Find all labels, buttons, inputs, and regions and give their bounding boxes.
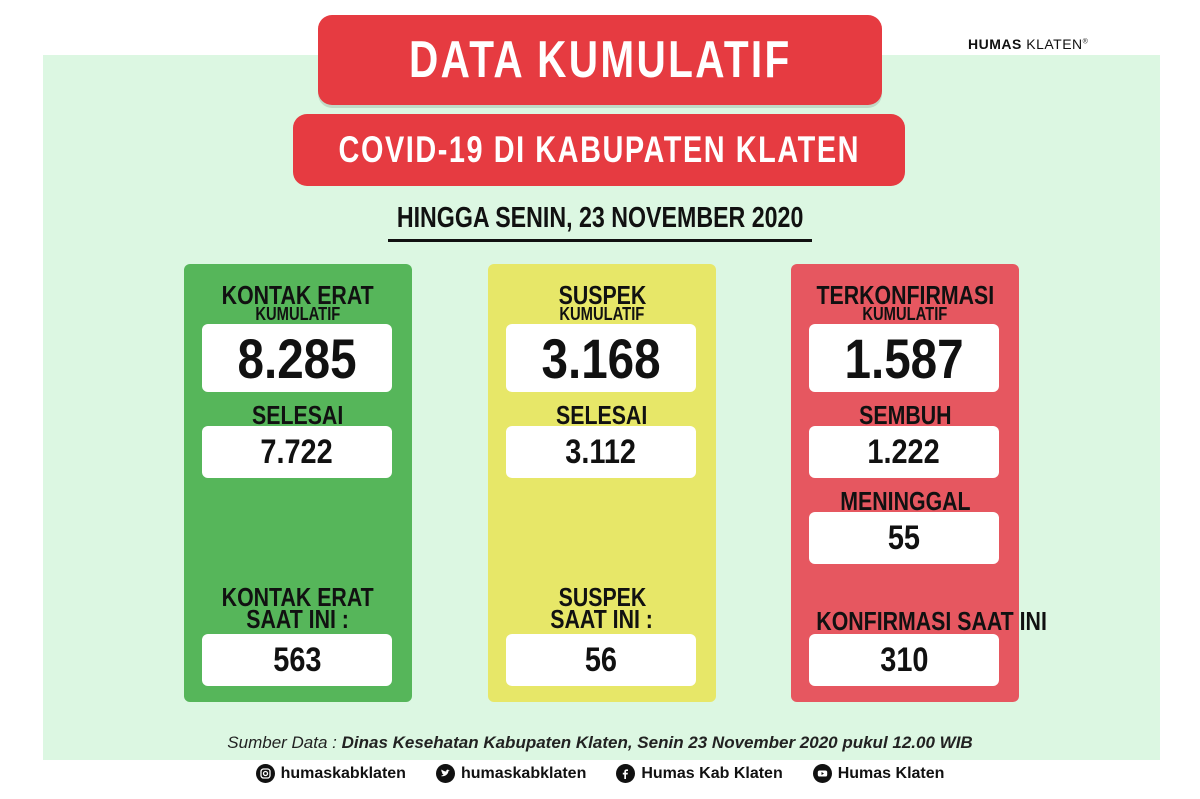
card-suspek: SUSPEK KUMULATIF 3.168 SELESAI 3.112 SUS… xyxy=(488,264,716,702)
current-label: SUSPEK xyxy=(558,582,646,612)
youtube-icon xyxy=(812,764,832,783)
page-title: DATA KUMULATIF xyxy=(408,31,792,89)
card-label: TERKONFIRMASI xyxy=(816,280,994,310)
instagram-icon xyxy=(255,764,275,783)
card-terkonfirmasi: TERKONFIRMASI KUMULATIF 1.587 SEMBUH 1.2… xyxy=(791,264,1047,702)
died-value: 55 xyxy=(809,512,999,564)
date-heading: HINGGA SENIN, 23 NOVEMBER 2020 xyxy=(388,198,812,242)
brand-logo: HUMAS KLATEN® xyxy=(968,36,1089,52)
social-links: humaskabklaten humaskabklaten Humas Kab … xyxy=(0,764,1200,783)
done-label: SELESAI xyxy=(252,400,344,430)
current-value: 310 xyxy=(809,634,999,686)
social-youtube[interactable]: Humas Klaten xyxy=(812,764,944,783)
twitter-icon xyxy=(435,764,455,783)
card-sublabel: KUMULATIF xyxy=(255,304,341,324)
done-value: 3.112 xyxy=(506,426,696,478)
current-label: KONFIRMASI SAAT INI xyxy=(816,606,1047,636)
title-banner: DATA KUMULATIF xyxy=(318,15,882,105)
done-value: 7.722 xyxy=(202,426,392,478)
current-value: 56 xyxy=(506,634,696,686)
current-label: KONTAK ERAT xyxy=(221,582,374,612)
current-label-2: SAAT INI : xyxy=(246,604,350,634)
page-subtitle: COVID-19 DI KABUPATEN KLATEN xyxy=(338,129,860,170)
total-value: 8.285 xyxy=(202,324,392,392)
social-instagram[interactable]: humaskabklaten xyxy=(255,764,406,783)
recovered-value: 1.222 xyxy=(809,426,999,478)
total-value: 1.587 xyxy=(809,324,999,392)
current-label-2: SAAT INI : xyxy=(550,604,654,634)
card-sublabel: KUMULATIF xyxy=(559,304,645,324)
card-label: SUSPEK xyxy=(558,280,646,310)
current-value: 563 xyxy=(202,634,392,686)
card-sublabel: KUMULATIF xyxy=(862,304,948,324)
source-note: Sumber Data : Dinas Kesehatan Kabupaten … xyxy=(227,733,973,752)
subtitle-banner: COVID-19 DI KABUPATEN KLATEN xyxy=(293,114,905,186)
total-value: 3.168 xyxy=(506,324,696,392)
done-label: SELESAI xyxy=(556,400,648,430)
facebook-icon xyxy=(616,764,636,783)
card-kontak-erat: KONTAK ERAT KUMULATIF 8.285 SELESAI 7.72… xyxy=(184,264,412,702)
recovered-label: SEMBUH xyxy=(858,400,952,430)
died-label: MENINGGAL xyxy=(839,486,971,516)
social-facebook[interactable]: Humas Kab Klaten xyxy=(616,764,783,783)
social-twitter[interactable]: humaskabklaten xyxy=(435,764,586,783)
card-label: KONTAK ERAT xyxy=(221,280,374,310)
